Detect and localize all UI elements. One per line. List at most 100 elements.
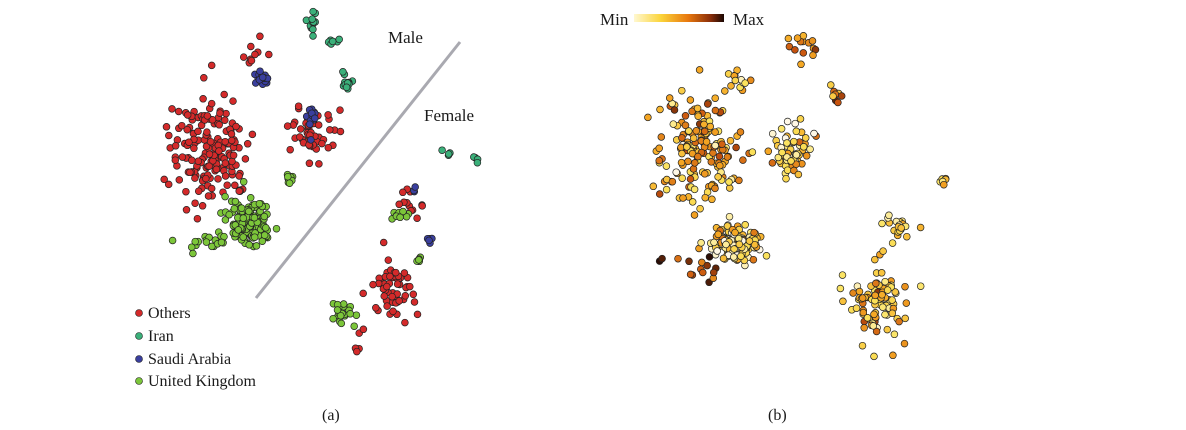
point-intensity (797, 60, 805, 69)
legend-label-iran: Iran (148, 328, 174, 345)
point-others (359, 325, 368, 334)
point-others (194, 157, 203, 165)
point-intensity (903, 232, 911, 241)
point-intensity (695, 66, 704, 74)
point-intensity (688, 198, 697, 206)
male-annotation: Male (388, 28, 423, 47)
point-intensity (689, 165, 698, 173)
point-others (164, 180, 173, 189)
point-intensity (741, 79, 749, 87)
point-others (186, 168, 194, 177)
point-others (221, 137, 229, 146)
point-intensity (672, 168, 680, 176)
point-intensity (725, 212, 734, 221)
point-intensity (723, 222, 732, 230)
point-united-kingdom (339, 300, 348, 308)
point-intensity (879, 247, 887, 255)
point-united-kingdom (415, 256, 423, 264)
point-intensity (791, 119, 799, 128)
point-intensity (737, 252, 745, 260)
point-others (229, 151, 238, 160)
point-intensity (711, 94, 719, 102)
point-others (160, 175, 168, 184)
point-intensity (784, 34, 793, 43)
point-others (386, 272, 394, 281)
point-united-kingdom (260, 212, 269, 221)
panel-b: Min Max (b) (600, 10, 950, 424)
legend-marker-others (135, 309, 143, 317)
point-intensity (889, 351, 897, 360)
point-intensity (834, 98, 842, 107)
point-others (315, 160, 323, 168)
point-others (413, 310, 422, 319)
legend: Others Iran Saudi Arabia United Kingdom (135, 305, 257, 390)
point-intensity (722, 240, 730, 249)
point-others (388, 292, 396, 301)
point-united-kingdom (329, 314, 337, 323)
point-intensity (783, 139, 791, 147)
point-others (194, 127, 202, 136)
point-others (247, 56, 256, 65)
point-intensity (881, 310, 889, 319)
point-united-kingdom (239, 178, 248, 186)
point-intensity (839, 297, 847, 306)
point-others (216, 109, 224, 117)
point-others (392, 268, 400, 277)
point-intensity (711, 106, 720, 115)
point-intensity (709, 268, 718, 277)
points-b (644, 32, 950, 361)
point-intensity (801, 134, 810, 142)
point-united-kingdom (234, 226, 243, 234)
point-intensity (764, 147, 773, 156)
point-others (185, 138, 193, 146)
point-others (395, 200, 403, 209)
point-others (162, 123, 171, 131)
point-others (227, 130, 236, 138)
point-intensity (836, 284, 845, 293)
point-intensity (750, 240, 759, 249)
point-others (165, 131, 173, 140)
point-intensity (678, 86, 686, 95)
point-intensity (808, 37, 817, 45)
point-united-kingdom (352, 311, 361, 319)
point-others (379, 238, 388, 247)
point-others (202, 174, 210, 183)
point-united-kingdom (250, 233, 259, 241)
point-intensity (732, 143, 740, 152)
point-intensity (888, 296, 896, 304)
point-intensity (799, 49, 808, 57)
point-others (239, 53, 248, 61)
point-intensity (710, 238, 718, 247)
point-intensity (690, 211, 699, 219)
point-intensity (739, 156, 747, 164)
legend-label-united-kingdom: United Kingdom (148, 373, 257, 390)
point-others (372, 304, 380, 312)
point-iran (335, 35, 343, 44)
point-intensity (703, 100, 712, 108)
point-intensity (782, 174, 790, 183)
point-others (389, 307, 397, 316)
point-intensity (852, 304, 861, 312)
point-intensity (657, 133, 666, 141)
point-intensity (691, 159, 699, 167)
legend-label-saudi-arabia: Saudi Arabia (148, 351, 231, 368)
point-intensity (662, 185, 671, 194)
point-intensity (858, 294, 867, 302)
point-intensity (877, 269, 886, 277)
point-others (205, 162, 213, 170)
point-intensity (700, 127, 709, 136)
point-united-kingdom (230, 204, 239, 213)
point-others (410, 298, 419, 306)
point-others (178, 121, 186, 130)
point-united-kingdom (260, 231, 269, 239)
point-others (221, 116, 229, 124)
point-intensity (902, 299, 911, 307)
female-annotation: Female (424, 106, 474, 125)
point-others (400, 269, 409, 277)
point-intensity (686, 175, 695, 183)
point-intensity (806, 145, 814, 153)
point-united-kingdom (336, 311, 345, 320)
point-others (241, 155, 250, 163)
point-intensity (872, 327, 881, 336)
point-united-kingdom (221, 192, 229, 201)
